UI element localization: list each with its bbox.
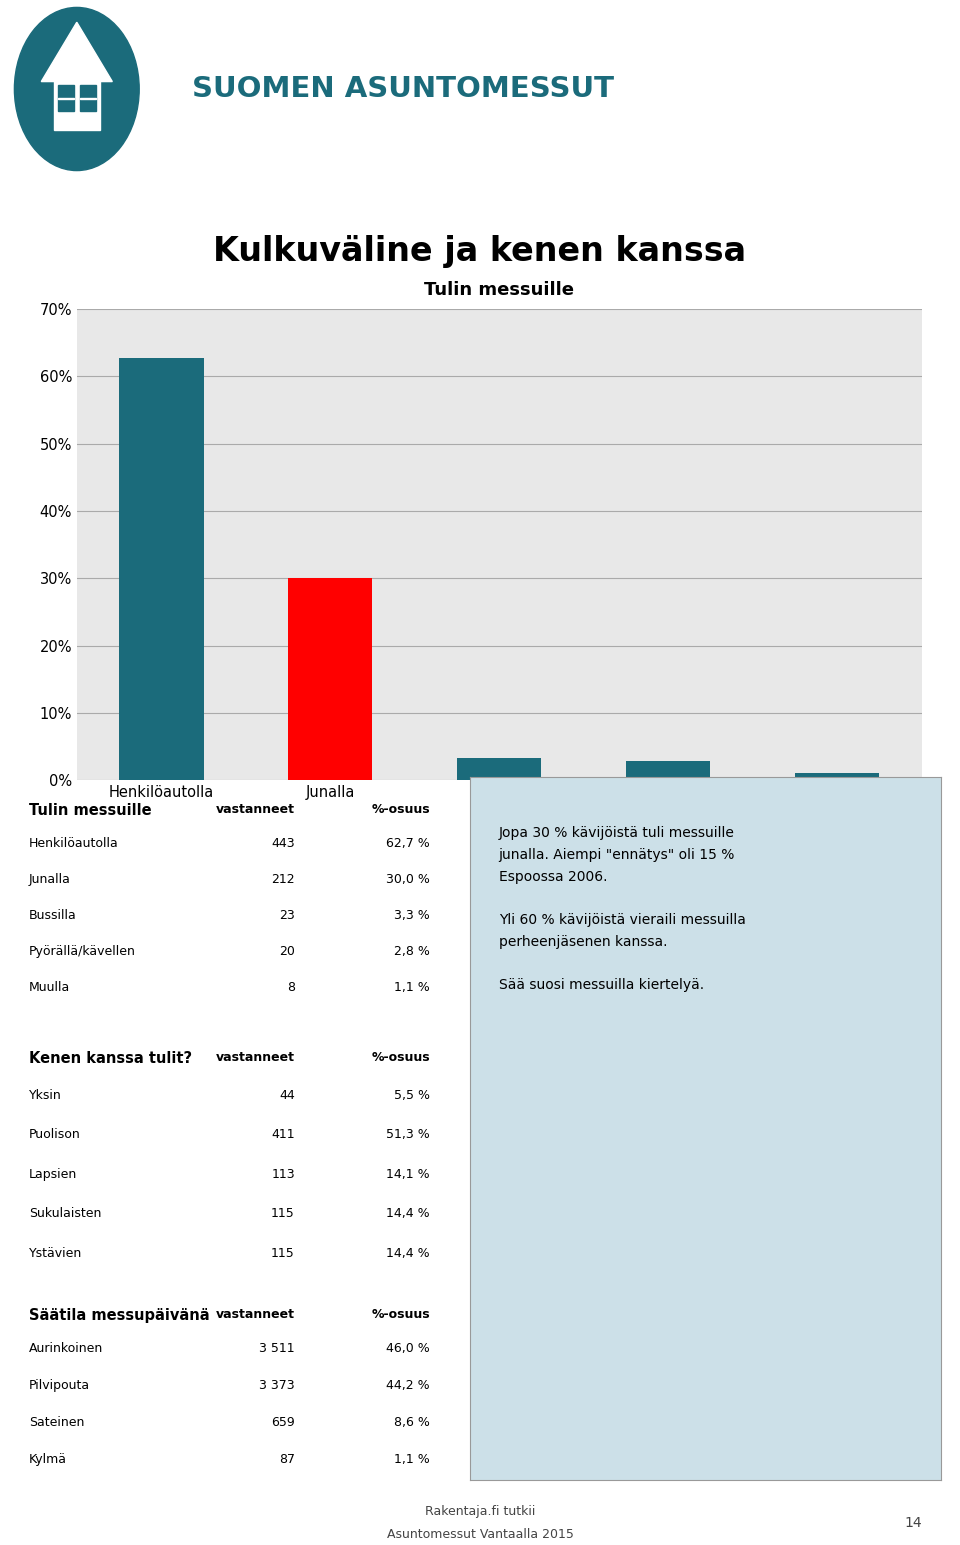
Text: Säätila messupäivänä: Säätila messupäivänä <box>29 1307 209 1323</box>
Text: Pyörällä/kävellen: Pyörällä/kävellen <box>29 946 135 958</box>
Text: 1,1 %: 1,1 % <box>395 1454 430 1466</box>
Bar <box>626 762 710 780</box>
Text: vastanneet: vastanneet <box>216 1307 295 1321</box>
Text: 3,3 %: 3,3 % <box>395 908 430 922</box>
Text: Puolison: Puolison <box>29 1128 81 1142</box>
Text: Sukulaisten: Sukulaisten <box>29 1207 101 1221</box>
Text: Henkilöautolla: Henkilöautolla <box>29 837 118 850</box>
Text: 115: 115 <box>271 1207 295 1221</box>
Bar <box>457 759 541 780</box>
Bar <box>288 578 372 780</box>
Text: 411: 411 <box>272 1128 295 1142</box>
Text: vastanneet: vastanneet <box>216 1051 295 1063</box>
Text: 87: 87 <box>279 1454 295 1466</box>
Bar <box>80 85 96 111</box>
Title: Tulin messuille: Tulin messuille <box>424 281 574 300</box>
Text: 3 511: 3 511 <box>259 1341 295 1355</box>
Text: 3 373: 3 373 <box>259 1378 295 1392</box>
Text: 8,6 %: 8,6 % <box>395 1417 430 1429</box>
Text: 443: 443 <box>272 837 295 850</box>
Text: Jopa 30 % kävijöistä tuli messuille
junalla. Aiempi "ennätys" oli 15 %
Espoossa : Jopa 30 % kävijöistä tuli messuille juna… <box>498 827 746 992</box>
Text: Asuntomessut Vantaalla 2015: Asuntomessut Vantaalla 2015 <box>387 1528 573 1542</box>
Text: Kenen kanssa tulit?: Kenen kanssa tulit? <box>29 1051 192 1066</box>
Text: Sateinen: Sateinen <box>29 1417 84 1429</box>
Text: 115: 115 <box>271 1247 295 1259</box>
Bar <box>58 85 74 111</box>
Text: Tulin messuille: Tulin messuille <box>29 803 152 817</box>
Text: Aurinkoinen: Aurinkoinen <box>29 1341 103 1355</box>
Text: 44: 44 <box>279 1089 295 1102</box>
Text: Muulla: Muulla <box>29 981 70 993</box>
Text: 44,2 %: 44,2 % <box>387 1378 430 1392</box>
Text: 2,8 %: 2,8 % <box>395 946 430 958</box>
Text: Ystävien: Ystävien <box>29 1247 82 1259</box>
Text: 212: 212 <box>272 873 295 887</box>
Text: 20: 20 <box>279 946 295 958</box>
Text: SUOMEN ASUNTOMESSUT: SUOMEN ASUNTOMESSUT <box>192 76 614 104</box>
Text: Junalla: Junalla <box>29 873 71 887</box>
Text: %-osuus: %-osuus <box>372 1307 430 1321</box>
Text: 14,1 %: 14,1 % <box>387 1168 430 1180</box>
Text: 30,0 %: 30,0 % <box>386 873 430 887</box>
Bar <box>119 358 204 780</box>
Text: 659: 659 <box>271 1417 295 1429</box>
Bar <box>54 80 100 130</box>
Text: %-osuus: %-osuus <box>372 803 430 816</box>
Text: Yksin: Yksin <box>29 1089 61 1102</box>
Text: 5,5 %: 5,5 % <box>394 1089 430 1102</box>
Text: 113: 113 <box>272 1168 295 1180</box>
Text: Kulkuväline ja kenen kanssa: Kulkuväline ja kenen kanssa <box>213 235 747 267</box>
Text: 14,4 %: 14,4 % <box>387 1247 430 1259</box>
Text: 1,1 %: 1,1 % <box>395 981 430 993</box>
Text: vastanneet: vastanneet <box>216 803 295 816</box>
Polygon shape <box>41 22 112 82</box>
Text: Rakentaja.fi tutkii: Rakentaja.fi tutkii <box>425 1505 535 1519</box>
Text: %-osuus: %-osuus <box>372 1051 430 1063</box>
Text: 62,7 %: 62,7 % <box>386 837 430 850</box>
Text: Bussilla: Bussilla <box>29 908 77 922</box>
Text: Pilvipouta: Pilvipouta <box>29 1378 90 1392</box>
Text: Kylmä: Kylmä <box>29 1454 67 1466</box>
Text: Lapsien: Lapsien <box>29 1168 77 1180</box>
Bar <box>795 772 879 780</box>
Text: 14,4 %: 14,4 % <box>387 1207 430 1221</box>
Text: 8: 8 <box>287 981 295 993</box>
Text: 14: 14 <box>904 1516 923 1531</box>
Ellipse shape <box>14 8 139 170</box>
Text: 51,3 %: 51,3 % <box>386 1128 430 1142</box>
Text: 46,0 %: 46,0 % <box>386 1341 430 1355</box>
Text: 23: 23 <box>279 908 295 922</box>
